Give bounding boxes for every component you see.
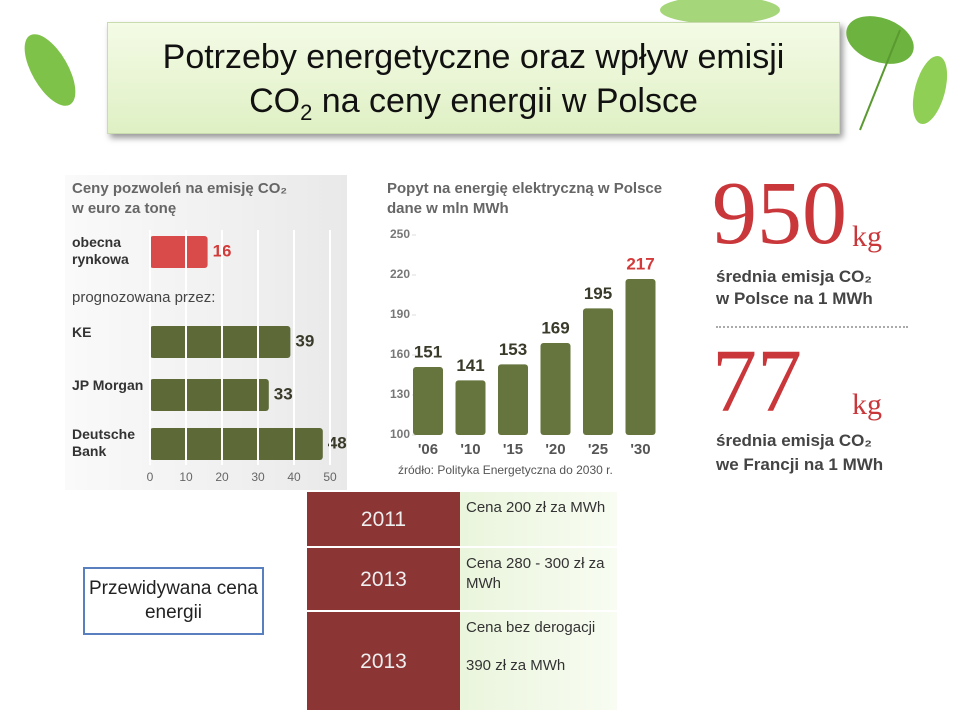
x-tick-label: '25 — [588, 441, 608, 458]
chart-subtitle: dane w mln MWh — [387, 200, 509, 217]
chart: 16 39 33 48 0 10 20 30 40 50 Ceny pozwoleń na emi… — [65, 175, 347, 490]
y-tick-label: 250 — [390, 227, 410, 241]
chart-subtitle: w euro za tonę — [72, 200, 177, 217]
category-label: JP Morgan — [72, 377, 144, 393]
value-label: 169 — [541, 318, 569, 337]
emission-text: w Polsce na 1 MWh — [716, 289, 873, 308]
y-tick-label: 220 — [390, 267, 410, 281]
year-cell: 2013 — [307, 612, 460, 712]
bar — [150, 236, 208, 268]
bar — [540, 343, 571, 435]
bar — [455, 380, 486, 435]
y-tick-label: 160 — [390, 347, 410, 361]
bar — [625, 279, 656, 435]
emission-text: średnia emisja CO₂ — [716, 267, 872, 286]
price-text: 390 zł za MWh — [466, 657, 566, 674]
price-cell: Cena 200 zł za MWh — [460, 492, 617, 548]
price-cell: Cena bez derogacji 390 zł za MWh — [460, 612, 617, 712]
emission-value: 950 — [712, 164, 847, 263]
category-label: obecna rynkowa — [72, 234, 129, 267]
emission-value: 77 — [712, 332, 802, 431]
chart-svg: 100 130 160 190 220 250 151 '06 141 '10 153 '15 169 '… — [390, 227, 656, 458]
leaf-decoration — [24, 0, 948, 131]
y-tick-label: 130 — [390, 387, 410, 401]
value-label: 33 — [274, 384, 293, 403]
title-part: CO — [249, 82, 301, 120]
title-line: Potrzeby energetyczne oraz wpływ emisji — [162, 38, 785, 76]
chart-title: Popyt na energię elektryczną w Polsce — [387, 180, 663, 197]
chart-source: źródło: Polityka Energetyczna do 2030 r. — [398, 463, 613, 477]
x-tick-label: '30 — [630, 441, 650, 458]
emission-text: średnia emisja CO₂ — [716, 431, 872, 450]
slide-title: Potrzeby energetyczne oraz wpływ emisji … — [107, 22, 840, 134]
x-tick-label: '15 — [503, 441, 523, 458]
emission-text: we Francji na 1 MWh — [716, 455, 884, 474]
title-line: CO2 na ceny energii w Polsce — [108, 79, 839, 135]
group-label: prognozowana przez: — [72, 289, 216, 306]
y-tick-label: 100 — [390, 427, 410, 441]
category-label: Deutsche Bank — [72, 426, 136, 459]
value-label: 48 — [328, 433, 347, 452]
x-tick-label: '06 — [418, 441, 438, 458]
bar — [583, 308, 613, 435]
y-tick-label: 190 — [390, 307, 410, 321]
value-label: 141 — [456, 356, 484, 375]
price-cell: Cena 280 - 300 zł za MWh — [460, 548, 617, 612]
side-label: Przewidywana cena energii — [83, 567, 264, 635]
x-tick-label: '20 — [545, 441, 565, 458]
price-text: Cena 280 - 300 zł za MWh — [466, 555, 605, 592]
chart: 100 130 160 190 220 250 151 '06 141 '10 153 '15 169 '… — [380, 175, 670, 485]
title-part: na ceny energii w Polsce — [321, 82, 698, 120]
x-tick-label: 0 — [147, 470, 154, 484]
bar — [498, 364, 528, 435]
title-sub: 2 — [300, 99, 313, 125]
chart-title: Ceny pozwoleń na emisję CO₂ — [72, 180, 288, 197]
category-label: KE — [72, 324, 92, 340]
x-tick-label: 20 — [215, 470, 229, 484]
price-text: Cena bez derogacji — [466, 619, 596, 636]
price-text: Cena 200 zł za MWh — [466, 499, 606, 516]
value-label: 39 — [295, 331, 314, 350]
emissions: 950 kg średnia emisja CO₂ w Polsce na 1 … — [712, 164, 912, 485]
year-cell: 2013 — [307, 548, 460, 612]
x-tick-label: 50 — [323, 470, 337, 484]
price-table: 2011 Cena 200 zł za MWh 2013 Cena 280 - 300… — [307, 492, 617, 712]
year-cell: 2011 — [307, 492, 460, 548]
value-label: 153 — [499, 340, 527, 359]
bar — [150, 428, 323, 460]
bar — [413, 367, 443, 435]
x-tick-label: 30 — [251, 470, 265, 484]
x-tick-label: '10 — [460, 441, 480, 458]
divider — [716, 326, 908, 328]
emission-unit: kg — [852, 388, 882, 421]
value-label: 195 — [584, 284, 612, 303]
bar — [150, 379, 269, 411]
value-label: 217 — [626, 254, 654, 273]
x-tick-label: 10 — [179, 470, 193, 484]
value-label: 151 — [414, 342, 442, 361]
x-tick-label: 40 — [287, 470, 301, 484]
emission-unit: kg — [852, 220, 882, 253]
bar — [150, 326, 291, 358]
